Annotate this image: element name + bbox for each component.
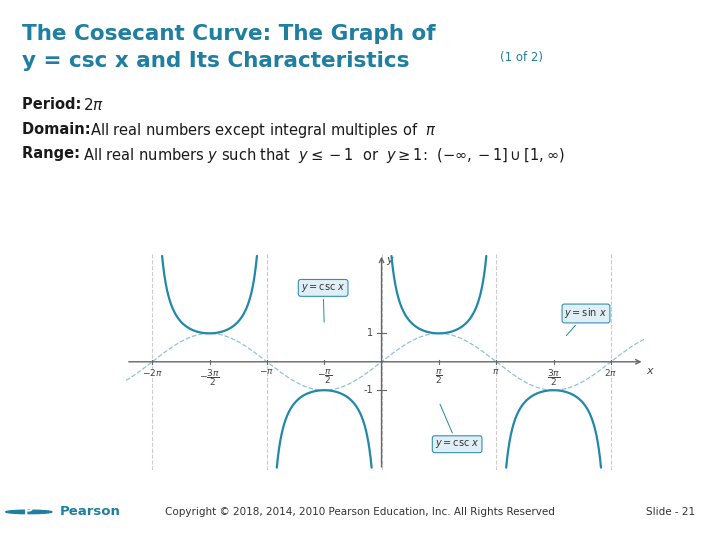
- Circle shape: [6, 510, 52, 514]
- Text: All real numbers $y$ such that  $y \leq -1$  or  $y \geq 1$:  $(-\infty,-1]\cup[: All real numbers $y$ such that $y \leq -…: [83, 146, 564, 165]
- Text: $\pi$: $\pi$: [492, 367, 500, 376]
- Text: $-2\pi$: $-2\pi$: [142, 367, 163, 378]
- Text: $y = \csc\, x$: $y = \csc\, x$: [301, 282, 346, 322]
- Text: Copyright © 2018, 2014, 2010 Pearson Education, Inc. All Rights Reserved: Copyright © 2018, 2014, 2010 Pearson Edu…: [165, 507, 555, 517]
- Text: $\dfrac{3\pi}{2}$: $\dfrac{3\pi}{2}$: [547, 367, 560, 388]
- Text: $-\dfrac{\pi}{2}$: $-\dfrac{\pi}{2}$: [317, 367, 332, 386]
- Text: y = csc x and Its Characteristics: y = csc x and Its Characteristics: [22, 51, 409, 71]
- Text: Domain:: Domain:: [22, 122, 95, 137]
- Text: $-\dfrac{3\pi}{2}$: $-\dfrac{3\pi}{2}$: [199, 367, 220, 388]
- Text: (1 of 2): (1 of 2): [500, 51, 544, 64]
- Text: y: y: [386, 255, 392, 265]
- Text: $2\pi$: $2\pi$: [604, 367, 618, 378]
- Text: Pearson: Pearson: [60, 505, 121, 518]
- Text: Period:: Period:: [22, 97, 86, 112]
- Text: $\dfrac{\pi}{2}$: $\dfrac{\pi}{2}$: [435, 367, 443, 386]
- Text: $2\pi$: $2\pi$: [83, 97, 104, 113]
- Text: 1: 1: [367, 328, 374, 339]
- Text: x: x: [647, 366, 653, 376]
- Text: $y = \sin\, x$: $y = \sin\, x$: [564, 307, 608, 335]
- Text: The Cosecant Curve: The Graph of: The Cosecant Curve: The Graph of: [22, 24, 435, 44]
- Text: -1: -1: [364, 385, 374, 395]
- Text: $y = \csc\, x$: $y = \csc\, x$: [435, 404, 480, 450]
- Text: Range:: Range:: [22, 146, 85, 161]
- Text: $-\pi$: $-\pi$: [259, 367, 274, 376]
- Text: P: P: [24, 505, 33, 518]
- Text: All real numbers except integral multiples of  $\pi$: All real numbers except integral multipl…: [90, 122, 436, 140]
- Text: Slide - 21: Slide - 21: [646, 507, 695, 517]
